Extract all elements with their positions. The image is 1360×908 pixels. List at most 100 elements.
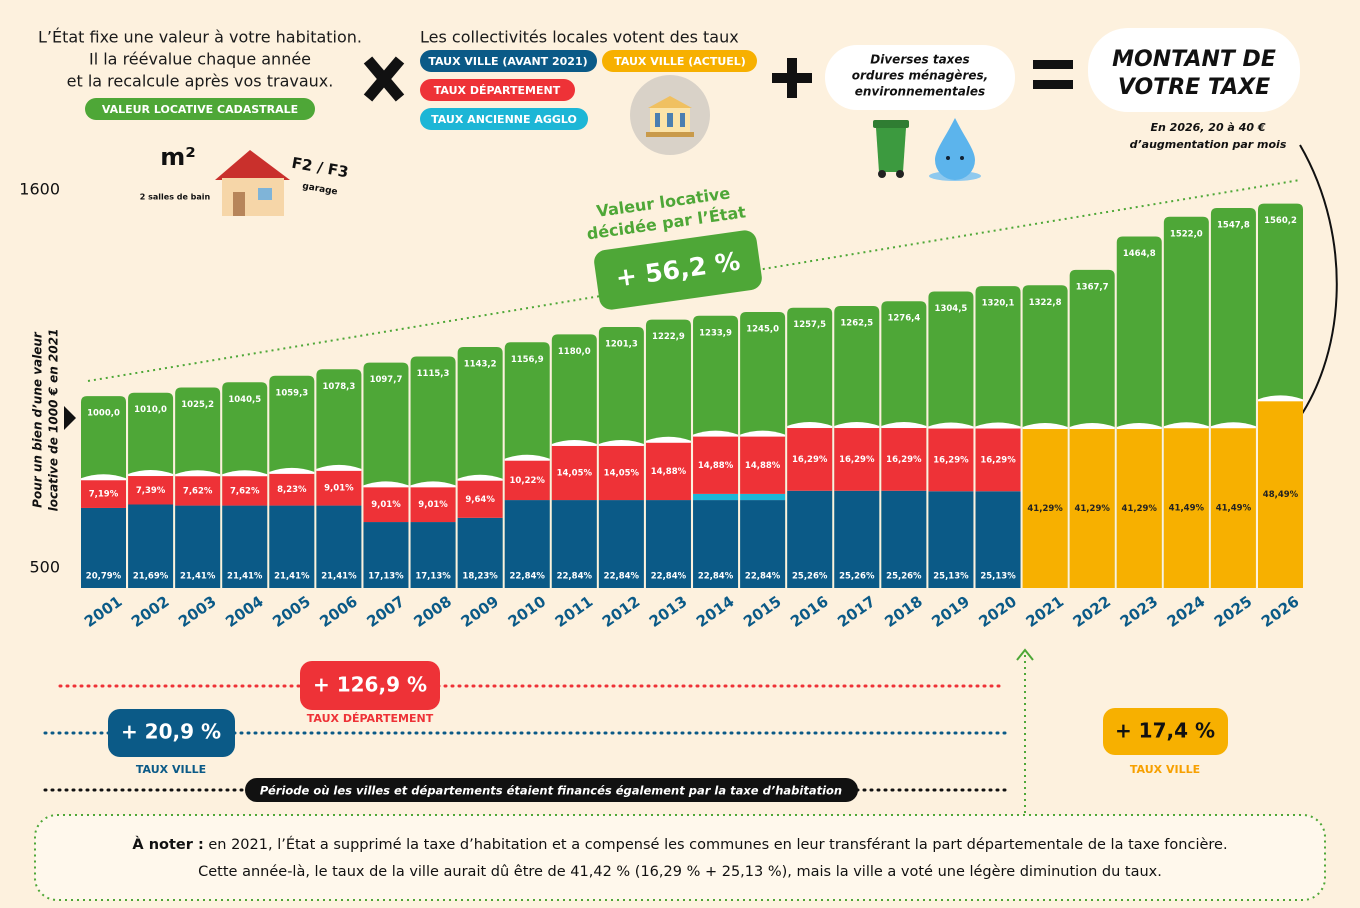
segment-label: 14,88% [745, 461, 781, 471]
intro-line: et la recalcule après vos travaux. [67, 72, 334, 91]
segment-label: 14,88% [651, 467, 687, 477]
segment-label: 16,29% [980, 455, 1016, 465]
dept-change: + 126,9 % [313, 673, 427, 697]
segment-label: 41,29% [1027, 504, 1063, 514]
note-line: Cette année-là, le taux de la ville aura… [198, 864, 1162, 880]
bar-label: 1522,0 [1170, 229, 1203, 239]
note-box [35, 815, 1325, 900]
total-note: d’augmentation par mois [1130, 138, 1287, 151]
city-change-before: + 20,9 % [121, 720, 221, 744]
segment-label: 9,64% [465, 495, 495, 505]
segment-label: 17,13% [415, 572, 451, 582]
bar-segment [693, 494, 738, 500]
segment-label: 25,13% [933, 572, 969, 582]
segment-label: 41,49% [1169, 504, 1205, 514]
legend-label: TAUX VILLE (AVANT 2021) [428, 55, 587, 68]
bar-label: 1180,0 [558, 347, 591, 357]
segment-label: 14,88% [698, 461, 734, 471]
segment-label: 41,29% [1122, 504, 1158, 514]
legend-label: TAUX DÉPARTEMENT [434, 84, 561, 97]
legend-label: TAUX VILLE (ACTUEL) [614, 55, 746, 68]
segment-label: 9,01% [418, 500, 448, 510]
bar-label: 1222,9 [652, 332, 685, 342]
note-lead: À noter : [132, 836, 203, 853]
infographic: L’État fixe une valeur à votre habitatio… [0, 0, 1360, 908]
segment-label: 16,29% [792, 455, 828, 465]
segment-label: 22,84% [651, 572, 687, 582]
segment-label: 21,41% [180, 572, 216, 582]
segment-label: 25,13% [980, 572, 1016, 582]
segment-label: 41,29% [1074, 504, 1110, 514]
segment-label: 20,79% [86, 572, 122, 582]
y-tick-label: 500 [29, 558, 60, 577]
segment-label: 14,05% [557, 469, 593, 479]
bar-label: 1010,0 [134, 405, 167, 415]
segment-label: 21,41% [321, 572, 357, 582]
y-tick-label: 1600 [19, 180, 60, 199]
total-title: MONTANT DE [1112, 47, 1276, 72]
segment-label: 22,84% [557, 572, 593, 582]
segment-label: 22,84% [698, 572, 734, 582]
bar-label: 1078,3 [322, 382, 355, 392]
legend-label: TAUX ANCIENNE AGGLO [431, 113, 577, 126]
total-title: VOTRE TAXE [1118, 75, 1270, 100]
other-taxes-text: ordures ménagères, [852, 69, 988, 83]
bar-label: 1245,0 [746, 324, 779, 334]
city-label-after: TAUX VILLE [1130, 763, 1200, 776]
bar-label: 1059,3 [275, 388, 308, 398]
note-text: en 2021, l’État a supprimé la taxe d’hab… [208, 836, 1227, 853]
bar-label: 1201,3 [605, 340, 638, 350]
segment-label: 22,84% [745, 572, 781, 582]
segment-label: 21,69% [133, 572, 169, 582]
total-note: En 2026, 20 à 40 € [1151, 121, 1266, 134]
house-bathrooms: 2 salles de bain [140, 193, 211, 202]
town-hall-icon [630, 75, 710, 155]
segment-label: 17,13% [368, 572, 404, 582]
bar-label: 1257,5 [793, 320, 826, 330]
segment-label: 7,19% [89, 490, 119, 500]
segment-label: 9,01% [371, 500, 401, 510]
page: L’État fixe une valeur à votre habitatio… [0, 0, 1360, 908]
segment-label: 7,62% [183, 486, 213, 496]
intro-line: L’État fixe une valeur à votre habitatio… [38, 28, 362, 47]
segment-label: 25,26% [839, 572, 875, 582]
bar-label: 1320,1 [982, 299, 1015, 309]
segment-label: 21,41% [227, 572, 263, 582]
city-label-before: TAUX VILLE [136, 763, 206, 776]
bar-segment [740, 494, 785, 500]
intro-line: Il la réévalue chaque année [89, 50, 311, 69]
bar-label: 1115,3 [417, 369, 450, 379]
segment-label: 25,26% [792, 572, 828, 582]
bar-label: 1547,8 [1217, 220, 1250, 230]
bar-label: 1367,7 [1076, 282, 1109, 292]
segment-label: 18,23% [462, 572, 498, 582]
note-line: À noter : en 2021, l’État a supprimé la … [132, 836, 1227, 853]
segment-label: 22,84% [604, 572, 640, 582]
bar-label: 1097,7 [370, 375, 403, 385]
segment-label: 7,62% [230, 486, 260, 496]
segment-label: 41,49% [1216, 504, 1252, 514]
bar-label: 1233,9 [699, 328, 732, 338]
bar-label: 1464,8 [1123, 249, 1156, 259]
city-change-after: + 17,4 % [1115, 719, 1215, 743]
segment-label: 21,41% [274, 572, 310, 582]
segment-label: 16,29% [933, 455, 969, 465]
bar-label: 1000,0 [87, 409, 120, 419]
bar-label: 1322,8 [1029, 298, 1062, 308]
period-text: Période où les villes et départements ét… [260, 784, 842, 798]
bar-label: 1262,5 [840, 318, 873, 328]
segment-label: 9,01% [324, 484, 354, 494]
bar-label: 1040,5 [228, 395, 261, 405]
segment-label: 16,29% [886, 455, 922, 465]
bar-label: 1025,2 [181, 400, 214, 410]
other-taxes-text: Diverses taxes [870, 53, 969, 67]
segment-label: 7,39% [136, 486, 166, 496]
other-taxes-text: environnementales [855, 85, 985, 99]
dept-label: TAUX DÉPARTEMENT [307, 712, 434, 725]
legend-label: VALEUR LOCATIVE CADASTRALE [102, 103, 298, 116]
bar-label: 1276,4 [887, 314, 920, 324]
y-axis-title: locative de 1000 € en 2021 [47, 329, 61, 512]
bar-label: 1143,2 [464, 359, 497, 369]
house-area: m² [160, 143, 196, 171]
segment-label: 25,26% [886, 572, 922, 582]
